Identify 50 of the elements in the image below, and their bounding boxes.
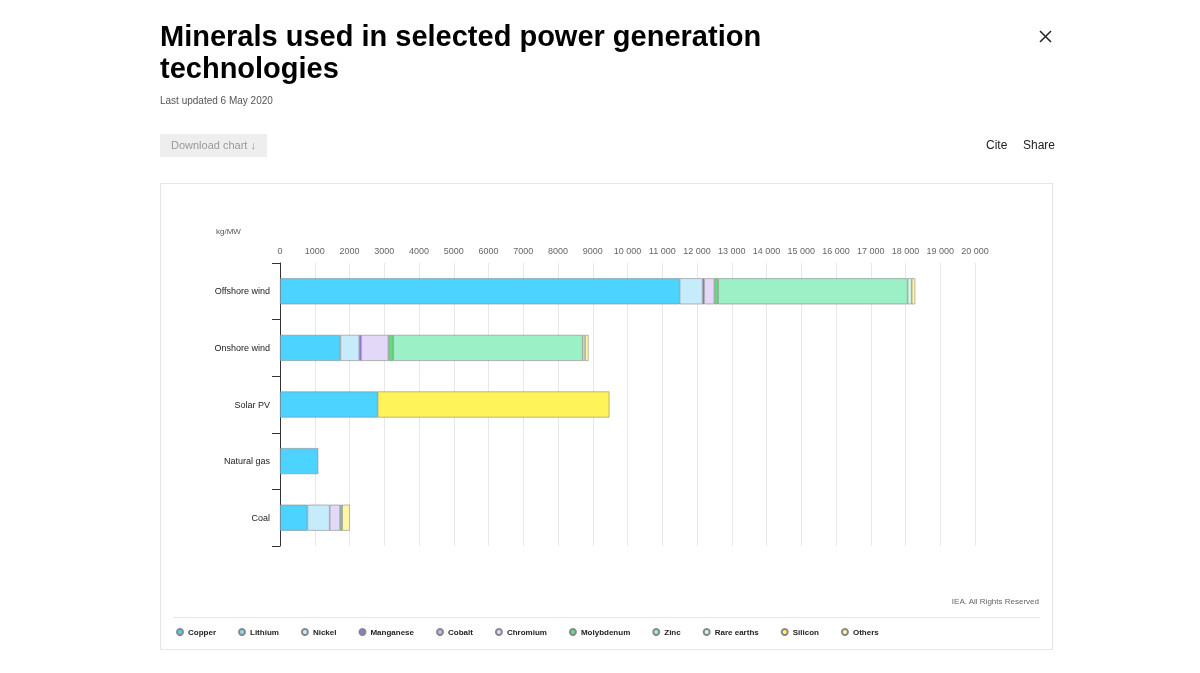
legend-label: Lithium xyxy=(250,627,279,637)
bar xyxy=(342,504,350,531)
x-tick-label: 5000 xyxy=(443,245,464,256)
legend-label: Molybdenum xyxy=(580,627,631,637)
x-tick-label: 13 000 xyxy=(717,245,746,256)
x-tick-label: 20 000 xyxy=(961,245,989,256)
legend-label: Copper xyxy=(188,627,216,637)
x-tick-label: 12 000 xyxy=(683,245,711,256)
x-tick-label: 18 000 xyxy=(891,245,920,256)
x-tick-label: 1000 xyxy=(304,245,325,256)
legend-label: Rare earths xyxy=(714,627,760,637)
y-tick-label: Coal xyxy=(251,512,270,523)
y-tick-label: Natural gas xyxy=(223,456,271,467)
x-tick-label: 3000 xyxy=(374,245,395,256)
legend-label: Zinc xyxy=(664,627,682,637)
x-tick-label: 6000 xyxy=(478,245,499,256)
bar xyxy=(718,278,908,305)
legend-label: Others xyxy=(852,627,880,637)
y-tick-label: Offshore wind xyxy=(214,286,270,297)
chart-title: Minerals used in selected power generation technologies xyxy=(160,20,763,84)
y-tick-label: Solar PV xyxy=(234,399,270,410)
x-tick-label: 9000 xyxy=(582,245,603,256)
x-tick-label: 4000 xyxy=(408,245,430,256)
legend-label: Manganese xyxy=(370,627,415,637)
x-tick-label: 11 000 xyxy=(648,245,676,256)
x-tick-label: 14 000 xyxy=(752,245,781,256)
y-tick-label: Onshore wind xyxy=(214,342,270,353)
x-tick-label: 0 xyxy=(277,245,283,256)
bar xyxy=(280,448,319,475)
x-tick-label: 17 000 xyxy=(856,245,885,256)
text: Cite xyxy=(986,138,1008,152)
x-tick-label: 10 000 xyxy=(613,245,642,256)
x-tick-label: 2000 xyxy=(339,245,360,256)
x-tick-label: 7000 xyxy=(513,245,534,256)
legend-label: Silicon xyxy=(792,627,820,637)
x-tick-label: 15 000 xyxy=(787,245,816,256)
chart-subtitle: Last updated 6 May 2020 xyxy=(160,95,273,106)
text: IEA. All Rights Reserved xyxy=(951,597,1039,606)
x-tick-label: 16 000 xyxy=(822,245,850,256)
x-tick-label: 8000 xyxy=(547,245,569,256)
x-tick-label: 19 000 xyxy=(926,245,955,256)
legend-label: Nickel xyxy=(312,627,337,637)
legend-label: Cobalt xyxy=(448,627,474,637)
bar xyxy=(361,334,389,361)
bar xyxy=(911,278,916,305)
x-axis-title: kg/MW xyxy=(216,226,242,236)
bar xyxy=(704,278,715,305)
download-button: Download chart ↓ xyxy=(160,134,267,157)
text: Share xyxy=(1023,138,1056,152)
legend-label: Chromium xyxy=(506,627,547,637)
